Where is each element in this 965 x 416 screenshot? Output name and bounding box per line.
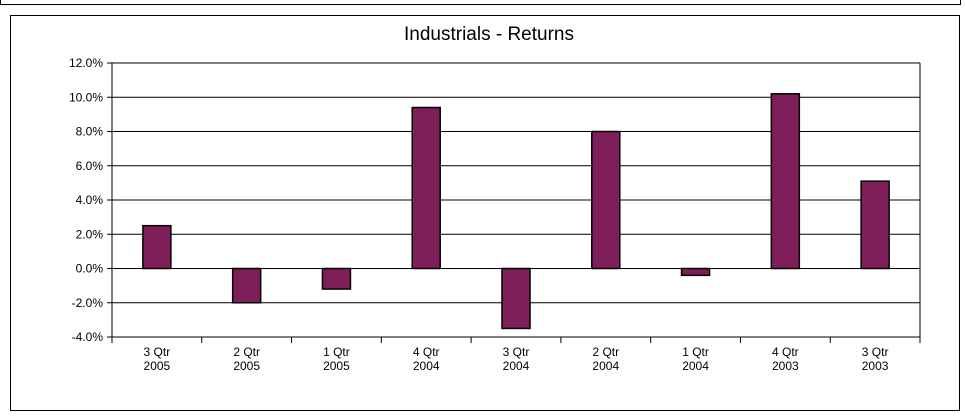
x-tick-label: 2005 xyxy=(323,359,350,373)
x-tick-label: 3 Qtr xyxy=(862,345,889,359)
x-tick-label: 3 Qtr xyxy=(144,345,171,359)
x-tick-label: 2004 xyxy=(503,359,530,373)
bar xyxy=(501,267,531,330)
y-tick-label: 4.0% xyxy=(76,193,104,207)
x-tick-label: 2004 xyxy=(592,359,619,373)
y-tick-label: 6.0% xyxy=(76,159,104,173)
bar xyxy=(860,180,890,270)
y-tick-label: 8.0% xyxy=(76,125,104,139)
x-tick-label: 2 Qtr xyxy=(592,345,619,359)
top-frame-strip xyxy=(0,0,961,5)
y-tick-label: 10.0% xyxy=(69,90,103,104)
bar xyxy=(770,93,801,270)
y-tick-label: 12.0% xyxy=(69,56,103,70)
bars xyxy=(142,93,890,330)
x-tick-label: 2004 xyxy=(682,359,709,373)
bar-chart: Industrials - Returns 12.0% 10.0% 8.0% 6.0%… xyxy=(69,24,921,373)
y-tick-labels: 12.0% 10.0% 8.0% 6.0% 4.0% 2.0% 0.0% -2.0% -4.0% xyxy=(69,56,103,344)
y-tick-label: -2.0% xyxy=(72,296,104,310)
x-tick-label: 2005 xyxy=(233,359,260,373)
x-tick-label: 4 Qtr xyxy=(413,345,440,359)
axes xyxy=(107,62,921,343)
x-tick-label: 1 Qtr xyxy=(682,345,709,359)
x-tick-label: 2 Qtr xyxy=(233,345,260,359)
x-tick-label: 2003 xyxy=(772,359,799,373)
bar xyxy=(591,130,621,270)
bar xyxy=(142,224,172,270)
y-tick-label: 2.0% xyxy=(76,227,104,241)
x-tick-label: 4 Qtr xyxy=(772,345,799,359)
x-tick-label: 2003 xyxy=(862,359,889,373)
chart-title: Industrials - Returns xyxy=(404,24,574,45)
chart-frame: Industrials - Returns 12.0% 10.0% 8.0% 6.0%… xyxy=(10,15,960,411)
y-tick-label: 0.0% xyxy=(76,262,104,276)
bar xyxy=(411,106,441,270)
x-tick-label: 3 Qtr xyxy=(503,345,530,359)
bar xyxy=(321,267,352,290)
x-tick-label: 2004 xyxy=(413,359,440,373)
x-tick-label: 1 Qtr xyxy=(323,345,350,359)
bar xyxy=(680,267,711,277)
bar xyxy=(231,267,262,304)
y-tick-label: -4.0% xyxy=(72,330,104,344)
x-tick-label: 2005 xyxy=(144,359,171,373)
